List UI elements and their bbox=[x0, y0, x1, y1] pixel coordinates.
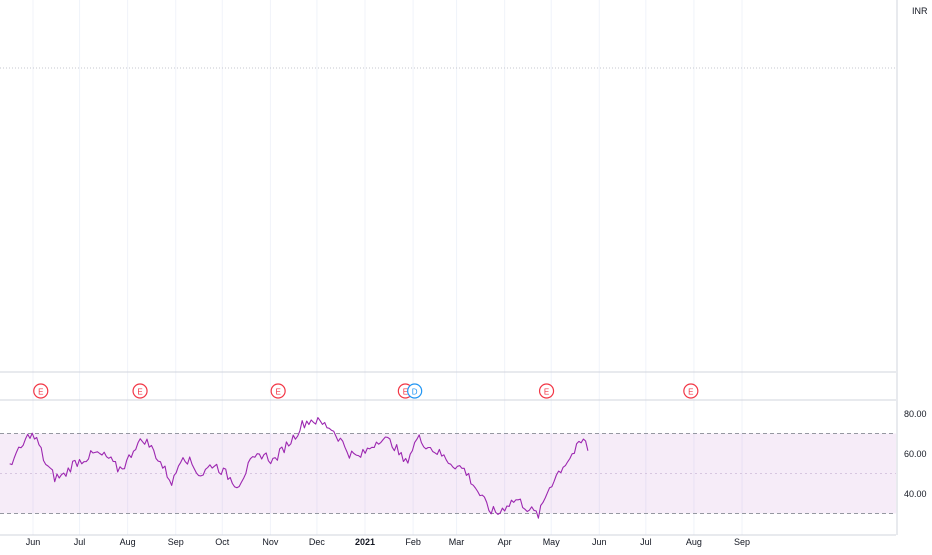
time-axis-label: Aug bbox=[120, 537, 136, 547]
time-axis-label: 2021 bbox=[355, 537, 375, 547]
rsi-pane bbox=[0, 434, 896, 514]
marker-label: E bbox=[688, 388, 693, 397]
time-axis-label: Dec bbox=[309, 537, 326, 547]
earnings-marker[interactable]: E bbox=[34, 384, 48, 398]
earnings-marker[interactable]: E bbox=[271, 384, 285, 398]
time-axis-label: Jun bbox=[26, 537, 41, 547]
time-axis-label: Aug bbox=[686, 537, 702, 547]
time-axis-label: Apr bbox=[498, 537, 512, 547]
price-axis-bg bbox=[898, 0, 932, 550]
marker-label: E bbox=[275, 388, 280, 397]
time-axis-label: Jul bbox=[74, 537, 86, 547]
time-axis-label: Jul bbox=[640, 537, 652, 547]
time-axis-label: May bbox=[543, 537, 561, 547]
marker-label: D bbox=[412, 388, 418, 397]
time-axis-label: Jun bbox=[592, 537, 607, 547]
currency-label: INR bbox=[912, 6, 928, 16]
time-axis-label: Oct bbox=[215, 537, 230, 547]
rsi-tick-label: 80.00 bbox=[904, 409, 927, 419]
earnings-marker[interactable]: E bbox=[684, 384, 698, 398]
time-axis-label: Sep bbox=[734, 537, 750, 547]
marker-label: E bbox=[544, 388, 549, 397]
time-axis-label: Nov bbox=[262, 537, 279, 547]
rsi-tick-label: 40.00 bbox=[904, 489, 927, 499]
dividend-marker[interactable]: D bbox=[408, 384, 422, 398]
earnings-marker[interactable]: E bbox=[133, 384, 147, 398]
time-axis-label: Sep bbox=[168, 537, 184, 547]
time-axis-label: Mar bbox=[449, 537, 465, 547]
marker-label: E bbox=[137, 388, 142, 397]
time-axis-label: Feb bbox=[405, 537, 421, 547]
marker-label: E bbox=[38, 388, 43, 397]
rsi-tick-label: 60.00 bbox=[904, 449, 927, 459]
earnings-marker[interactable]: E bbox=[540, 384, 554, 398]
